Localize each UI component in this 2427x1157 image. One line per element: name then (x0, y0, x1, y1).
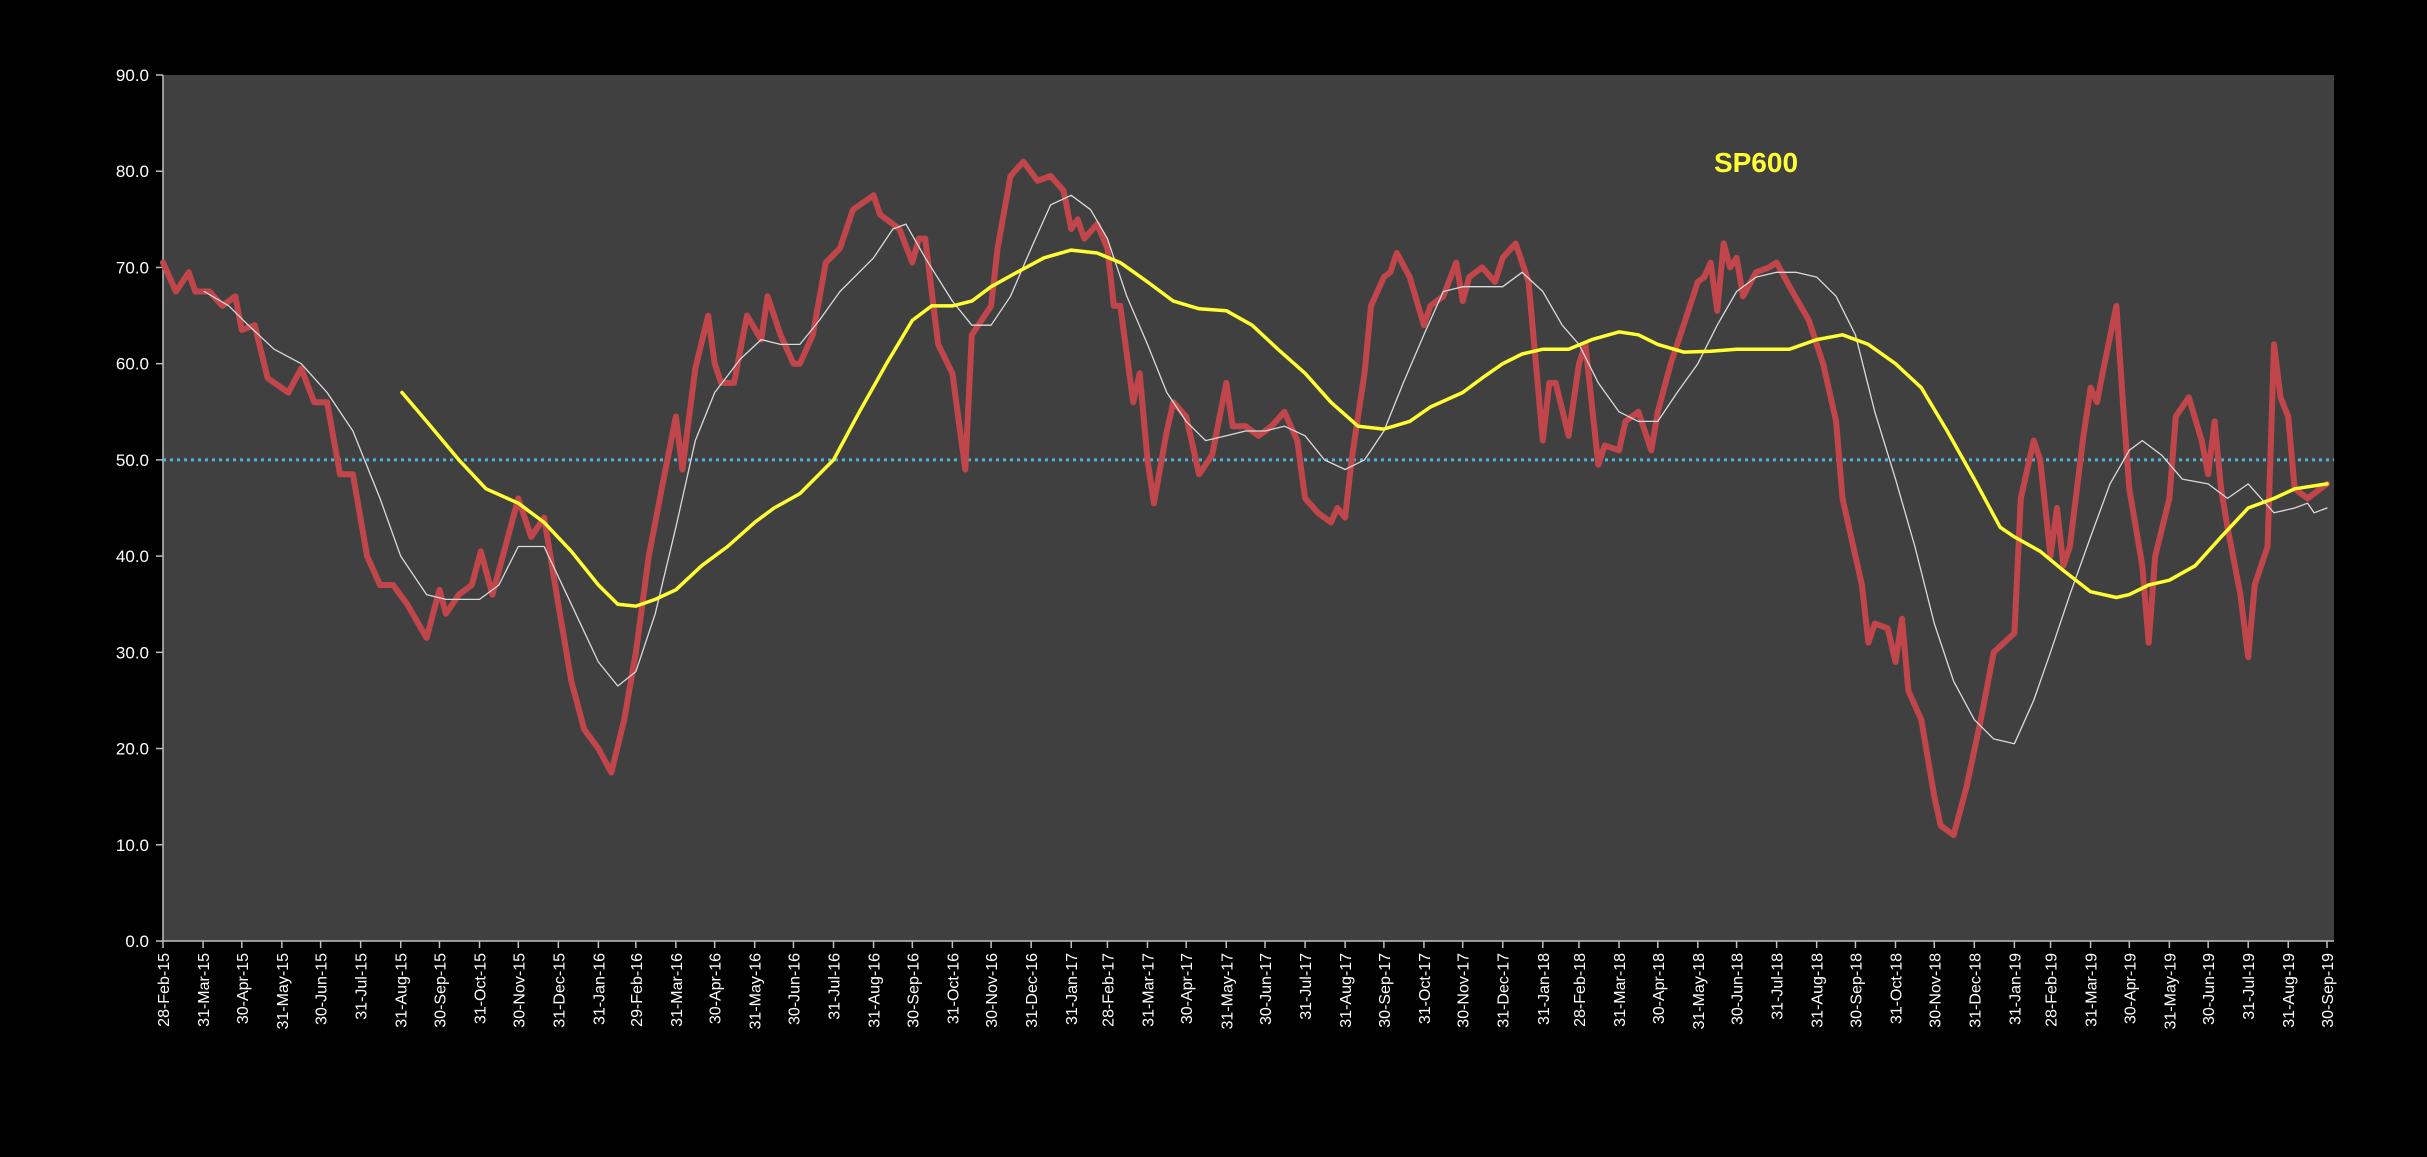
y-tick-label: 40.0 (116, 547, 149, 566)
x-tick-label: 30-Jun-15 (314, 953, 331, 1025)
x-tick-label: 31-Oct-16 (945, 953, 962, 1024)
y-tick-label: 60.0 (116, 355, 149, 374)
x-tick-label: 30-Apr-16 (708, 953, 725, 1024)
series-group (160, 158, 2330, 839)
x-tick-label: 30-Sep-17 (1377, 953, 1394, 1028)
x-tick-label: 31-Jul-16 (827, 953, 844, 1020)
y-tick-label: 10.0 (116, 836, 149, 855)
x-tick-label: 31-Mar-17 (1140, 953, 1157, 1027)
x-tick-label: 30-Nov-17 (1456, 953, 1473, 1028)
x-tick-label: 31-Jan-18 (1536, 953, 1553, 1025)
x-tick-label: 28-Feb-19 (2044, 953, 2061, 1027)
x-tick-label: 31-Aug-16 (867, 953, 884, 1028)
x-tick-label: 30-Nov-16 (984, 953, 1001, 1028)
x-tick-label: 30-Sep-16 (905, 953, 922, 1028)
x-tick-label: 31-Jul-19 (2241, 953, 2258, 1020)
x-tick-label: 30-Apr-17 (1179, 953, 1196, 1024)
x-tick-label: 30-Nov-15 (511, 953, 528, 1028)
y-tick-label: 20.0 (116, 740, 149, 759)
y-tick-label: 70.0 (116, 258, 149, 277)
x-tick-label: 28-Feb-15 (156, 953, 173, 1027)
series-line-yellow (400, 248, 2329, 608)
x-tick-label: 31-Mar-16 (669, 953, 686, 1027)
x-tick-label: 31-Jul-15 (354, 953, 371, 1020)
series-line-white (203, 194, 2328, 745)
x-tick-label: 30-Sep-19 (2320, 953, 2337, 1028)
x-tick-label: 28-Feb-18 (1572, 953, 1589, 1027)
chart-title: SP600 (1714, 147, 1798, 178)
x-tick-label: 30-Sep-18 (1848, 953, 1865, 1028)
x-tick-label: 31-May-19 (2162, 953, 2179, 1030)
x-tick-label: 28-Feb-17 (1100, 953, 1117, 1027)
y-tick-label: 0.0 (125, 932, 149, 951)
x-tick-label: 30-Jun-18 (1730, 953, 1747, 1025)
x-tick-label: 31-Oct-17 (1417, 953, 1434, 1024)
x-tick-label: 29-Feb-16 (629, 953, 646, 1027)
x-tick-label: 30-Nov-18 (1927, 953, 1944, 1028)
x-tick-label: 31-Jan-17 (1064, 953, 1081, 1025)
x-tick-label: 31-Mar-15 (196, 953, 213, 1027)
x-tick-label: 31-Dec-15 (551, 953, 568, 1028)
x-tick-label: 31-Aug-19 (2281, 953, 2298, 1028)
x-tick-label: 31-May-18 (1691, 953, 1708, 1030)
x-tick-label: 30-Apr-15 (235, 953, 252, 1024)
x-tick-label: 30-Jun-19 (2201, 953, 2218, 1025)
y-axis: 0.0 10.0 20.0 30.0 40.0 50.0 60.0 70.0 80.0 90.0 (116, 66, 164, 951)
x-tick-label: 31-Jul-18 (1770, 953, 1787, 1020)
x-tick-label: 31-Jan-19 (2007, 953, 2024, 1025)
y-tick-label: 80.0 (116, 162, 149, 181)
x-tick-label: 31-May-17 (1219, 953, 1236, 1030)
x-tick-label: 31-Dec-17 (1496, 953, 1513, 1028)
plot-area (163, 75, 2334, 941)
x-tick-label: 31-Jan-16 (591, 953, 608, 1025)
x-tick-label: 31-Aug-15 (394, 953, 411, 1028)
x-tick-label: 30-Apr-18 (1651, 953, 1668, 1024)
x-tick-label: 31-Dec-16 (1024, 953, 1041, 1028)
x-tick-label: 31-Dec-18 (1967, 953, 1984, 1028)
x-tick-label: 30-Apr-19 (2122, 953, 2139, 1024)
x-tick-label: 31-May-16 (748, 953, 765, 1030)
x-tick-label: 31-May-15 (275, 953, 292, 1030)
x-tick-label: 31-Mar-19 (2084, 953, 2101, 1027)
x-tick-label: 31-Mar-18 (1612, 953, 1629, 1027)
y-tick-label: 90.0 (116, 66, 149, 85)
x-tick-label: 31-Aug-17 (1338, 953, 1355, 1028)
x-tick-label: 31-Oct-18 (1888, 953, 1905, 1024)
x-tick-label: 31-Jul-17 (1298, 953, 1315, 1020)
x-tick-label: 31-Aug-18 (1810, 953, 1827, 1028)
y-tick-label: 50.0 (116, 451, 149, 470)
x-tick-label: 30-Jun-17 (1258, 953, 1275, 1025)
x-tick-label: 31-Oct-15 (473, 953, 490, 1024)
x-tick-label: 30-Jun-16 (786, 953, 803, 1025)
series-line-red (160, 158, 2330, 839)
y-tick-label: 30.0 (116, 643, 149, 662)
x-axis: 28-Feb-15 31-Mar-15 30-Apr-15 31-May-15 30-J… (156, 940, 2337, 1030)
x-tick-label: 30-Sep-15 (432, 953, 449, 1028)
